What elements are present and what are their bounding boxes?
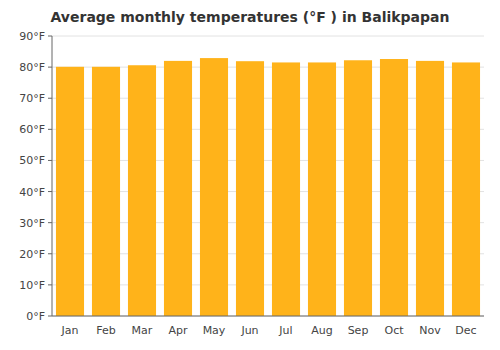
- y-tick-label: 10°F: [19, 279, 45, 292]
- y-tick-label: 80°F: [19, 61, 45, 74]
- bar: [56, 67, 84, 316]
- y-tick: [48, 67, 52, 68]
- x-tick-label: Sep: [348, 324, 369, 337]
- bar: [380, 59, 408, 316]
- y-tick-label: 0°F: [26, 310, 45, 323]
- y-tick: [48, 98, 52, 99]
- y-tick: [48, 191, 52, 192]
- bar: [308, 62, 336, 316]
- bar: [200, 58, 228, 316]
- y-tick: [48, 36, 52, 37]
- x-axis-line: [52, 316, 484, 317]
- chart-container: Average monthly temperatures (°F ) in Ba…: [0, 0, 500, 350]
- grid-line: [52, 316, 484, 317]
- y-axis-line: [52, 36, 53, 316]
- bar: [164, 61, 192, 316]
- y-tick-label: 30°F: [19, 217, 45, 230]
- chart-title: Average monthly temperatures (°F ) in Ba…: [51, 9, 450, 25]
- y-axis: 0°F 10°F 20°F 30°F 40°F 50°F 60°F 70°F 80°F 90°F: [19, 30, 52, 323]
- x-tick-label: Aug: [311, 324, 332, 337]
- x-tick-label: Jan: [61, 324, 79, 337]
- bar: [128, 65, 156, 316]
- grid-line: [52, 36, 484, 37]
- y-tick: [48, 316, 52, 317]
- y-tick: [48, 284, 52, 285]
- bar: [92, 67, 120, 316]
- y-tick: [48, 253, 52, 254]
- y-tick-label: 90°F: [19, 30, 45, 43]
- bar: [272, 62, 300, 316]
- bar: [344, 60, 372, 316]
- bar: [236, 61, 264, 316]
- x-axis: Jan Feb Mar Apr May Jun Jul Aug Sep Oct Nov Dec: [52, 36, 484, 337]
- y-tick-label: 50°F: [19, 154, 45, 167]
- chart-svg: Average monthly temperatures (°F ) in Ba…: [0, 0, 500, 350]
- y-tick: [48, 160, 52, 161]
- y-tick-label: 70°F: [19, 92, 45, 105]
- grid: [52, 36, 484, 316]
- y-tick-label: 40°F: [19, 186, 45, 199]
- x-tick-label: Feb: [96, 324, 115, 337]
- bar: [452, 62, 480, 316]
- x-tick-label: Nov: [419, 324, 441, 337]
- x-tick-label: Jun: [240, 324, 258, 337]
- x-tick-label: May: [203, 324, 226, 337]
- y-tick: [48, 129, 52, 130]
- bar: [416, 61, 444, 316]
- x-tick-label: Jul: [278, 324, 292, 337]
- x-tick-label: Mar: [132, 324, 153, 337]
- y-tick-label: 20°F: [19, 248, 45, 261]
- x-tick-label: Oct: [384, 324, 404, 337]
- bars: [56, 58, 480, 316]
- y-tick: [48, 222, 52, 223]
- x-tick-label: Dec: [455, 324, 476, 337]
- y-tick-label: 60°F: [19, 123, 45, 136]
- x-tick-label: Apr: [168, 324, 188, 337]
